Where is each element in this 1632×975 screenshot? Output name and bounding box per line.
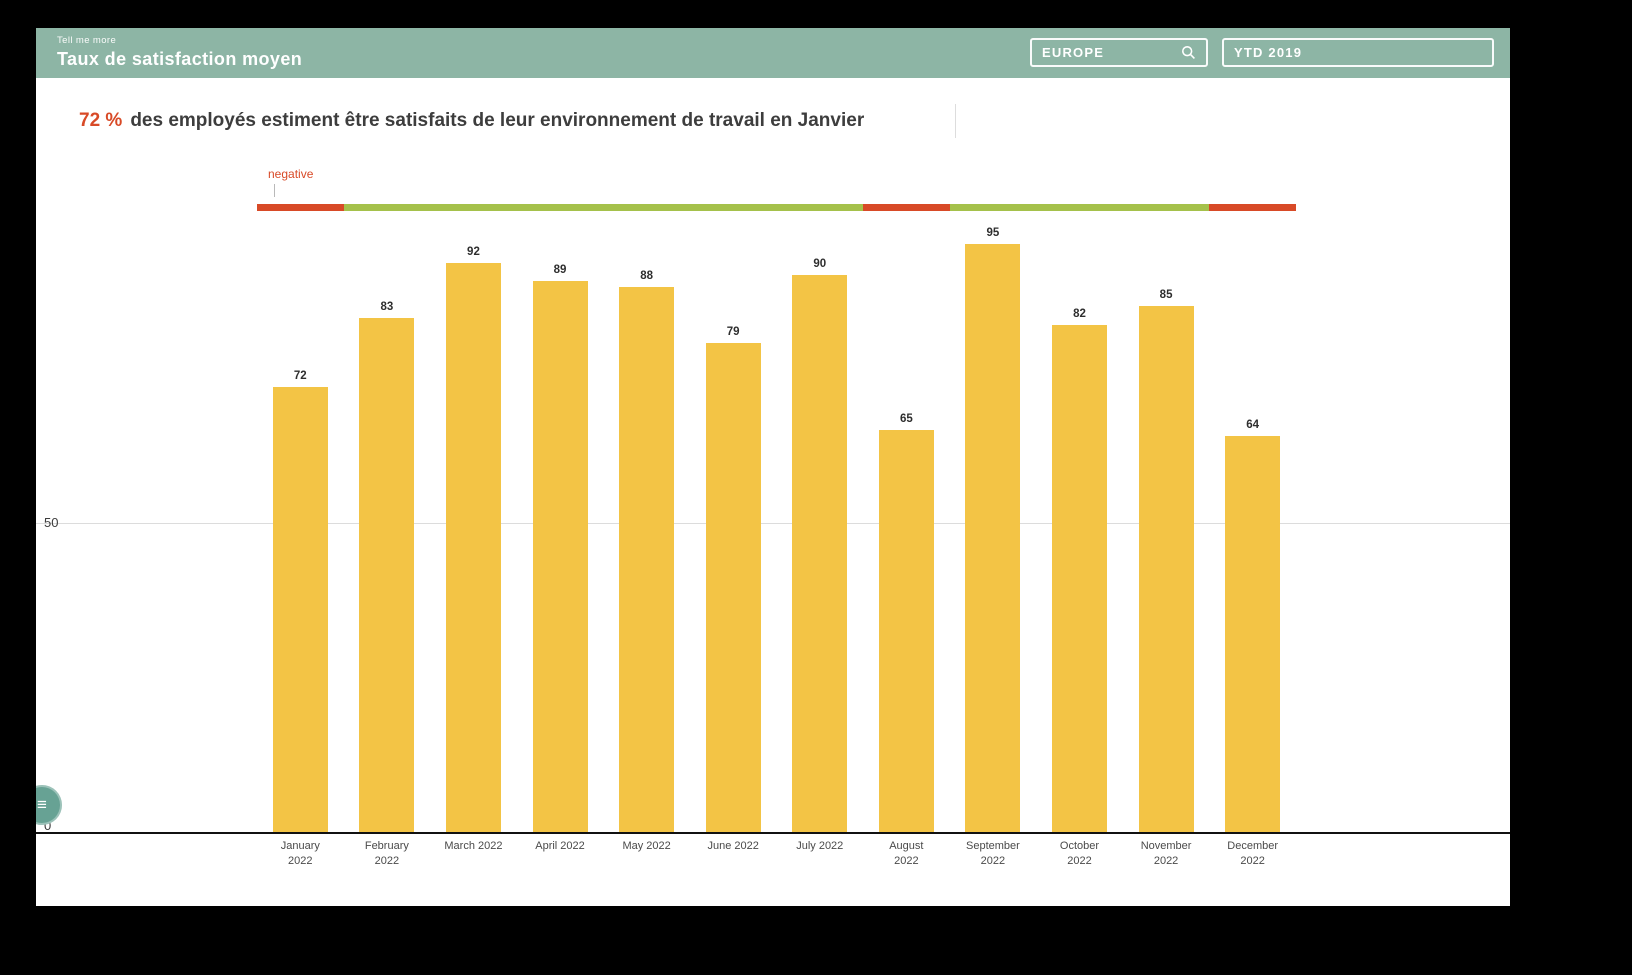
period-filter-input[interactable]: YTD 2019 <box>1222 38 1494 67</box>
dashboard-window: Tell me more Taux de satisfaction moyen … <box>36 28 1510 906</box>
timeline-segment-positive <box>1122 204 1210 211</box>
menu-button[interactable]: ≡ <box>36 785 62 825</box>
page-title: Taux de satisfaction moyen <box>57 49 303 69</box>
x-axis-label: July 2022 <box>796 840 844 852</box>
timeline-negative-label: negative <box>268 167 314 181</box>
bar-may-2022[interactable] <box>619 287 675 833</box>
bar-october-2022[interactable] <box>1051 324 1107 833</box>
bar-slot: 72 <box>257 370 344 833</box>
y-axis-tick-50: 50 <box>44 515 59 530</box>
bar-value-label: 88 <box>640 270 653 283</box>
bar-slot: 82 <box>1036 308 1123 833</box>
bar-slot: 83 <box>344 301 431 833</box>
bars-area: 72 83 92 89 88 79 90 65 95 82 85 64 <box>257 213 1296 833</box>
bar-slot: 64 <box>1209 419 1296 833</box>
timeline-segment-positive <box>430 204 517 211</box>
timeline-segment-positive <box>603 204 690 211</box>
header-bar: Tell me more Taux de satisfaction moyen … <box>36 28 1510 78</box>
headline-text: des employés estiment être satisfaits de… <box>130 110 865 131</box>
bar-value-label: 89 <box>553 264 567 277</box>
gridline-50 <box>36 523 1510 524</box>
timeline-segment-positive <box>689 204 777 211</box>
bar-value-label: 65 <box>899 413 913 425</box>
x-axis-label: June 2022 <box>707 840 759 852</box>
x-axis-label: May 2022 <box>622 840 671 852</box>
bar-november-2022[interactable] <box>1138 306 1194 833</box>
headline: 72 % des employés estiment être satisfait… <box>79 110 864 132</box>
bar-slot: 90 <box>776 258 863 833</box>
bar-value-label: 64 <box>1246 419 1260 432</box>
bar-february-2022[interactable] <box>359 318 415 833</box>
bar-september-2022[interactable] <box>965 244 1021 833</box>
bar-august-2022[interactable] <box>878 430 934 833</box>
x-axis-label: March 2022 <box>444 840 503 852</box>
bar-value-label: 83 <box>380 301 394 314</box>
bar-slot: 89 <box>517 264 604 833</box>
y-axis-tick-0: 0 <box>44 818 52 833</box>
sentiment-bar <box>257 204 1296 211</box>
x-axis-label: October 2022 <box>1059 840 1100 867</box>
region-filter-value: EUROPE <box>1042 45 1105 60</box>
x-axis-label: April 2022 <box>535 840 585 852</box>
x-axis-line <box>36 832 1510 834</box>
x-axis-label: February 2022 <box>364 840 409 867</box>
timeline-segment-positive <box>516 204 604 211</box>
bar-march-2022[interactable] <box>445 262 501 833</box>
timeline-tick <box>274 184 275 197</box>
x-axis-label: November 2022 <box>1140 840 1192 867</box>
menu-icon: ≡ <box>37 795 47 814</box>
bar-december-2022[interactable] <box>1225 436 1281 833</box>
bar-june-2022[interactable] <box>705 343 761 833</box>
region-filter-input[interactable]: EUROPE <box>1030 38 1208 67</box>
bar-value-label: 72 <box>293 369 307 382</box>
bar-value-label: 85 <box>1159 289 1173 301</box>
search-icon[interactable] <box>1181 45 1196 60</box>
bar-value-label: 95 <box>986 227 1000 239</box>
bar-value-label: 79 <box>726 326 740 339</box>
timeline-segment-negative <box>1209 204 1296 211</box>
bar-slot: 88 <box>603 270 690 833</box>
x-axis-label: January 2022 <box>280 840 320 867</box>
headline-value: 72 % <box>79 110 123 131</box>
bar-april-2022[interactable] <box>532 281 588 833</box>
header-titles: Tell me more Taux de satisfaction moyen <box>57 35 302 70</box>
bar-slot: 92 <box>430 246 517 833</box>
x-axis-labels: January 2022 February 2022 March 2022 April 2… <box>257 839 1296 869</box>
bar-value-label: 92 <box>467 245 480 258</box>
timeline-segment-positive <box>949 204 1037 211</box>
x-axis-label: August 2022 <box>889 840 924 867</box>
timeline-segment-positive <box>776 204 864 211</box>
period-filter-value: YTD 2019 <box>1234 45 1303 60</box>
x-axis-label: December 2022 <box>1227 840 1279 867</box>
bar-january-2022[interactable] <box>272 386 328 833</box>
timeline-segment-negative <box>257 204 344 211</box>
bar-slot: 85 <box>1123 289 1210 833</box>
timeline-segment-negative <box>863 204 950 211</box>
x-axis-label: September 2022 <box>966 840 1020 867</box>
headline-divider <box>955 104 956 138</box>
bar-value-label: 82 <box>1073 307 1086 320</box>
header-pretitle: Tell me more <box>57 35 117 46</box>
bar-july-2022[interactable] <box>792 275 848 833</box>
bar-slot: 79 <box>690 326 777 833</box>
timeline-segment-positive <box>1036 204 1123 211</box>
bar-slot: 65 <box>863 413 950 833</box>
bar-value-label: 90 <box>813 258 827 270</box>
timeline-segment-positive <box>343 204 431 211</box>
bar-slot: 95 <box>950 227 1037 833</box>
